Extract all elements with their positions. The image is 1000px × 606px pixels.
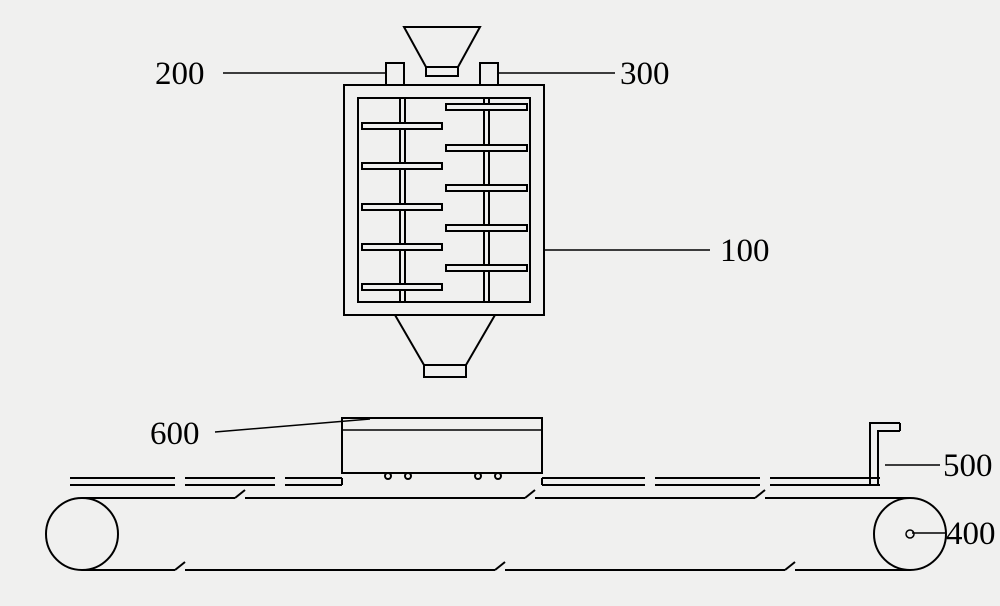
belt-top (82, 490, 910, 498)
blade-l1 (362, 123, 442, 129)
spout (424, 365, 466, 377)
tab-left (386, 63, 404, 85)
blade-r5 (446, 265, 527, 271)
rail-right (542, 478, 880, 485)
neck-upper (426, 67, 458, 76)
blade-l3 (362, 204, 442, 210)
label-600: 600 (150, 416, 200, 453)
label-300: 300 (620, 56, 670, 93)
blade-l2 (362, 163, 442, 169)
top-hopper (404, 27, 480, 67)
blade-l5 (362, 284, 442, 290)
label-500: 500 (943, 448, 993, 485)
blade-r2 (446, 145, 527, 151)
label-400: 400 (946, 516, 996, 553)
label-200: 200 (155, 56, 205, 93)
pulley-right-center (906, 530, 914, 538)
label-100: 100 (720, 233, 770, 270)
wheel-1 (385, 473, 391, 479)
bracket-500-inner (878, 431, 900, 485)
blade-l4 (362, 244, 442, 250)
rail-left (70, 478, 342, 485)
pulley-left (46, 498, 118, 570)
wheel-2 (405, 473, 411, 479)
wheel-3 (475, 473, 481, 479)
blade-r3 (446, 185, 527, 191)
tray-box (342, 418, 542, 473)
diagram-canvas (0, 0, 1000, 606)
lower-funnel (395, 315, 495, 365)
blade-r4 (446, 225, 527, 231)
tab-right (480, 63, 498, 85)
wheel-4 (495, 473, 501, 479)
belt-bottom (82, 562, 910, 570)
blade-r1 (446, 104, 527, 110)
bracket-500-outer (870, 423, 900, 485)
